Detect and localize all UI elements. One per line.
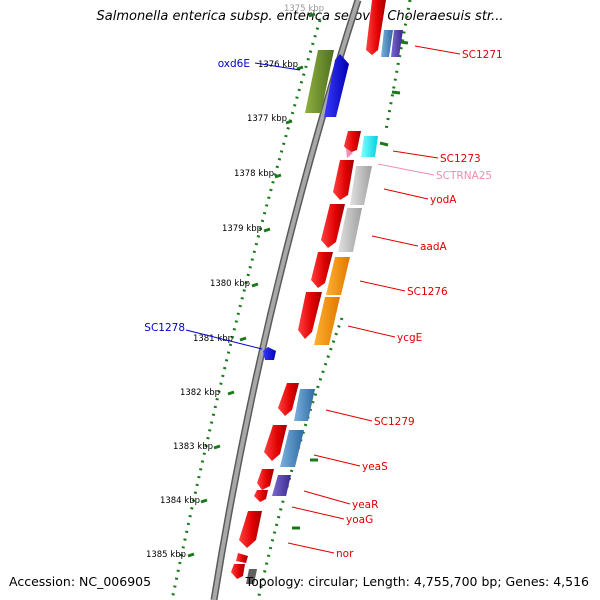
scale-label: 1385 kbp — [146, 550, 186, 560]
scale-label: 1377 kbp — [247, 114, 287, 124]
leader-line — [254, 62, 301, 71]
gene-label-oxd6e[interactable]: oxd6E — [218, 58, 250, 70]
leader-line — [287, 542, 335, 554]
scale-label: 1375 kbp — [284, 4, 324, 14]
gene-yeas-a[interactable] — [264, 425, 287, 461]
gene-sc1279-a[interactable] — [278, 383, 299, 416]
gene-label-nor[interactable]: nor — [336, 548, 354, 560]
tick-mark — [263, 227, 271, 233]
tick-mark — [227, 390, 235, 396]
leader-line — [291, 506, 345, 520]
gene-sc1276-b[interactable] — [326, 257, 350, 295]
tick-mark — [308, 12, 316, 18]
scale-label: 1378 kbp — [234, 169, 274, 179]
gene-sc1278[interactable] — [263, 347, 276, 360]
leader-line — [392, 150, 439, 159]
gene-yoda-a[interactable] — [333, 160, 354, 200]
leader-line — [377, 163, 435, 176]
gene-sc1273[interactable] — [344, 131, 361, 153]
gene-label-yeas[interactable]: yeaS — [362, 461, 388, 473]
gene-label-sc1271[interactable]: SC1271 — [462, 49, 503, 61]
gene-sc1271-c[interactable] — [391, 30, 403, 57]
tick-mark — [379, 141, 389, 147]
gene-label-sc1278[interactable]: SC1278 — [144, 322, 185, 334]
leader-line — [347, 325, 396, 338]
leader-line — [359, 280, 406, 292]
tick-mark — [285, 119, 293, 125]
gene-nor-b[interactable] — [236, 553, 248, 563]
tick-mark — [274, 173, 282, 179]
tick-mark — [251, 282, 259, 288]
scale-label: 1382 kbp — [180, 388, 220, 398]
map-title: Salmonella enterica subsp. enterica sero… — [96, 9, 504, 24]
leader-line — [414, 45, 461, 55]
gene-oxd6e-b[interactable] — [324, 54, 349, 117]
tick-mark — [200, 498, 208, 504]
leader-lines — [185, 45, 461, 554]
tick-mark — [296, 65, 304, 71]
gene-sc1271-a[interactable] — [366, 0, 386, 55]
tick-mark — [187, 552, 195, 558]
gene-label-yoda[interactable]: yodA — [430, 194, 457, 206]
gene-ycge-a[interactable] — [298, 292, 322, 339]
leader-line — [313, 454, 361, 467]
gene-nor-c[interactable] — [231, 564, 245, 579]
gene-label-sc1276[interactable]: SC1276 — [407, 286, 448, 298]
inner-scale-track-upper — [384, 0, 412, 131]
gene-nor[interactable] — [239, 511, 262, 548]
outer-scale-track — [170, 19, 322, 600]
gene-sc1279-b[interactable] — [294, 389, 315, 421]
gene-label-sctrna25[interactable]: SCTRNA25 — [436, 170, 492, 182]
gene-features[interactable] — [231, 0, 403, 584]
tick-mark — [399, 40, 409, 45]
gene-aada-a[interactable] — [321, 204, 345, 248]
scale-ticks — [187, 12, 409, 558]
gene-yeas-b[interactable] — [280, 430, 304, 467]
gene-sctrna25-tip[interactable] — [346, 148, 353, 158]
tick-mark — [239, 336, 247, 342]
gene-label-yoag[interactable]: yoaG — [346, 514, 373, 526]
leader-line — [185, 329, 263, 350]
leader-line — [371, 235, 419, 247]
leader-line — [383, 188, 429, 200]
leader-line — [303, 490, 351, 505]
gene-label-ycge[interactable]: ycgE — [397, 332, 422, 344]
gene-year-a[interactable] — [257, 469, 274, 490]
scale-label: 1384 kbp — [160, 496, 200, 506]
gene-label-sc1279[interactable]: SC1279 — [374, 416, 415, 428]
tick-mark — [391, 90, 401, 95]
scale-tracks — [170, 0, 412, 600]
gene-labels: SC1271 oxd6E SC1273 SCTRNA25 yodA aadA S… — [144, 49, 502, 560]
gene-yoda-b[interactable] — [350, 166, 372, 205]
scale-label: 1376 kbp — [258, 60, 298, 70]
genome-summary: Topology: circular; Length: 4,755,700 bp… — [245, 574, 589, 589]
inner-scale-track-lower — [256, 317, 344, 600]
gene-yoag[interactable] — [254, 490, 268, 502]
accession-label: Accession: NC_006905 — [9, 574, 152, 589]
gene-nor-d[interactable] — [246, 569, 257, 584]
gene-sc1276-a[interactable] — [311, 252, 333, 288]
gene-label-aada[interactable]: aadA — [420, 241, 448, 253]
gene-year-b[interactable] — [272, 475, 291, 496]
leader-line — [325, 409, 373, 422]
gene-label-year[interactable]: yeaR — [352, 499, 378, 511]
gene-oxd6e-a[interactable] — [305, 50, 334, 113]
tick-mark — [213, 444, 221, 450]
scale-label: 1380 kbp — [210, 279, 250, 289]
gene-sc1271-b[interactable] — [381, 30, 393, 57]
scale-label: 1379 kbp — [222, 224, 262, 234]
scale-label: 1381 kbp — [193, 334, 233, 344]
scale-labels: 1375 kbp 1376 kbp 1377 kbp 1378 kbp 1379… — [146, 4, 324, 560]
gene-label-sc1273[interactable]: SC1273 — [440, 153, 481, 165]
scale-label: 1383 kbp — [173, 442, 213, 452]
gene-aada-b[interactable] — [338, 208, 362, 252]
gene-ycge-b[interactable] — [314, 297, 340, 345]
gene-sctrna25[interactable] — [361, 136, 378, 157]
